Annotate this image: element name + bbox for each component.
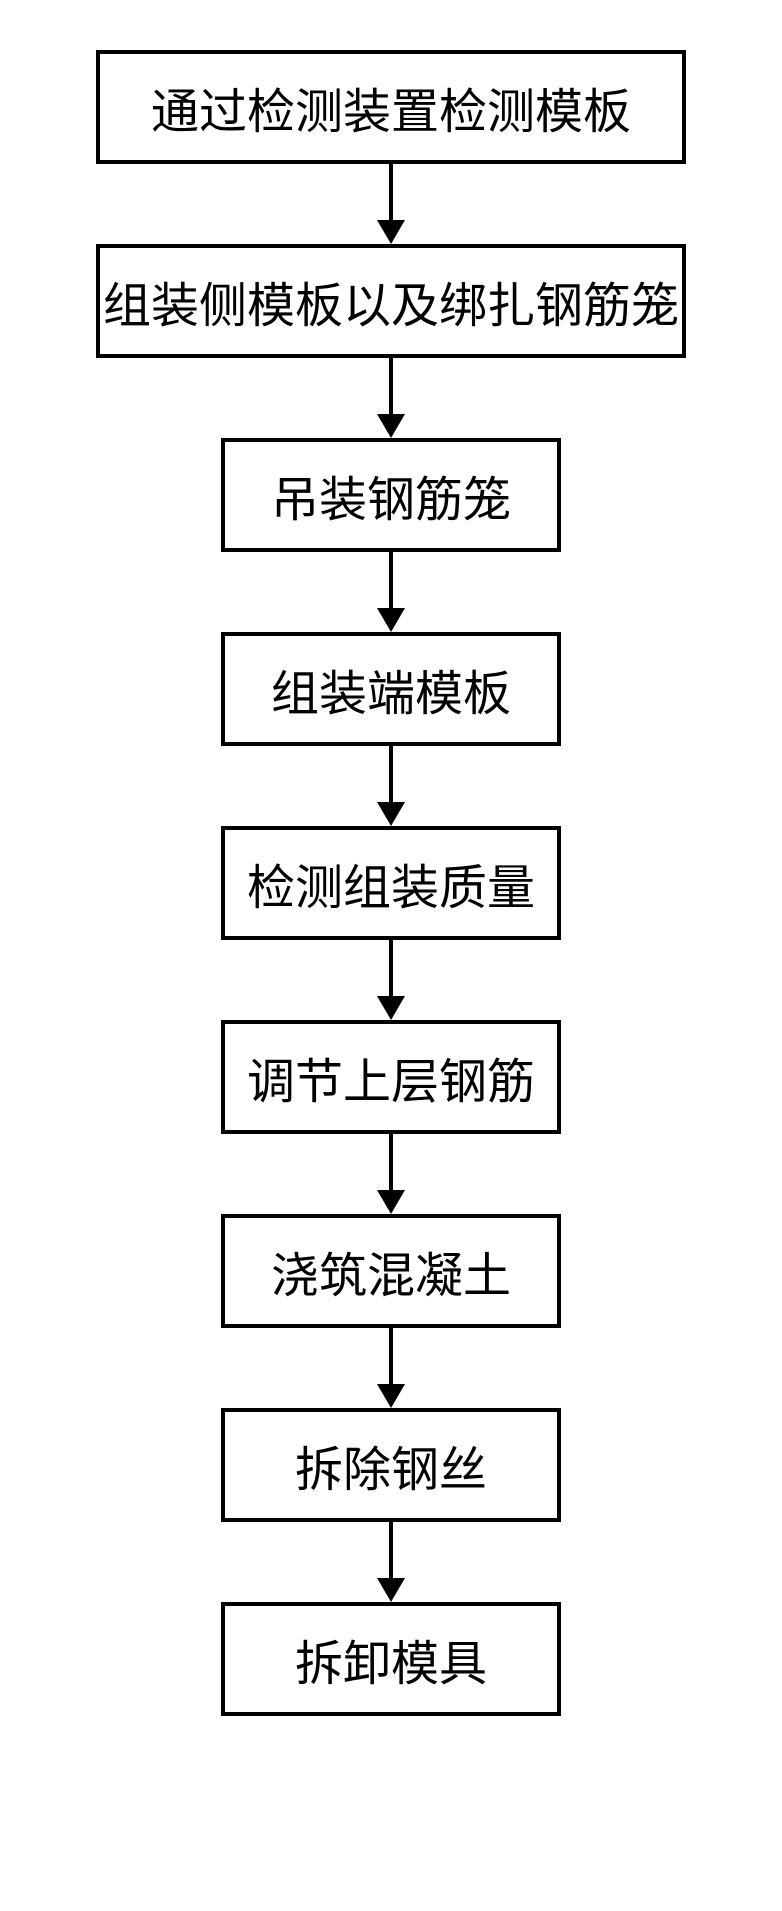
node-label: 吊装钢筋笼 bbox=[271, 460, 511, 530]
flowchart-node: 吊装钢筋笼 bbox=[221, 438, 561, 552]
flowchart-node: 拆除钢丝 bbox=[221, 1408, 561, 1522]
arrow-line bbox=[389, 1134, 393, 1190]
arrow-down-icon bbox=[377, 552, 405, 632]
arrow-down-icon bbox=[377, 1522, 405, 1602]
node-label: 拆卸模具 bbox=[295, 1624, 487, 1694]
arrow-line bbox=[389, 1522, 393, 1578]
node-label: 检测组装质量 bbox=[247, 848, 535, 918]
arrow-line bbox=[389, 746, 393, 802]
node-label: 浇筑混凝土 bbox=[271, 1236, 511, 1306]
arrow-down-icon bbox=[377, 940, 405, 1020]
flowchart-node: 组装侧模板以及绑扎钢筋笼 bbox=[96, 244, 686, 358]
flowchart-node: 组装端模板 bbox=[221, 632, 561, 746]
node-label: 通过检测装置检测模板 bbox=[151, 72, 631, 142]
flowchart-node: 调节上层钢筋 bbox=[221, 1020, 561, 1134]
arrow-head bbox=[377, 220, 405, 244]
flowchart-node: 检测组装质量 bbox=[221, 826, 561, 940]
arrow-line bbox=[389, 552, 393, 608]
arrow-down-icon bbox=[377, 1328, 405, 1408]
arrow-down-icon bbox=[377, 164, 405, 244]
arrow-head bbox=[377, 608, 405, 632]
arrow-head bbox=[377, 414, 405, 438]
arrow-down-icon bbox=[377, 1134, 405, 1214]
arrow-head bbox=[377, 1384, 405, 1408]
flowchart-container: 通过检测装置检测模板 组装侧模板以及绑扎钢筋笼 吊装钢筋笼 组装端模板 检测组装… bbox=[96, 50, 686, 1716]
node-label: 组装端模板 bbox=[271, 654, 511, 724]
node-label: 调节上层钢筋 bbox=[247, 1042, 535, 1112]
flowchart-node: 浇筑混凝土 bbox=[221, 1214, 561, 1328]
node-label: 组装侧模板以及绑扎钢筋笼 bbox=[103, 266, 679, 336]
flowchart-node: 通过检测装置检测模板 bbox=[96, 50, 686, 164]
arrow-line bbox=[389, 164, 393, 220]
arrow-down-icon bbox=[377, 358, 405, 438]
arrow-head bbox=[377, 1190, 405, 1214]
arrow-head bbox=[377, 996, 405, 1020]
arrow-head bbox=[377, 1578, 405, 1602]
arrow-line bbox=[389, 358, 393, 414]
node-label: 拆除钢丝 bbox=[295, 1430, 487, 1500]
arrow-down-icon bbox=[377, 746, 405, 826]
arrow-line bbox=[389, 1328, 393, 1384]
arrow-line bbox=[389, 940, 393, 996]
arrow-head bbox=[377, 802, 405, 826]
flowchart-node: 拆卸模具 bbox=[221, 1602, 561, 1716]
